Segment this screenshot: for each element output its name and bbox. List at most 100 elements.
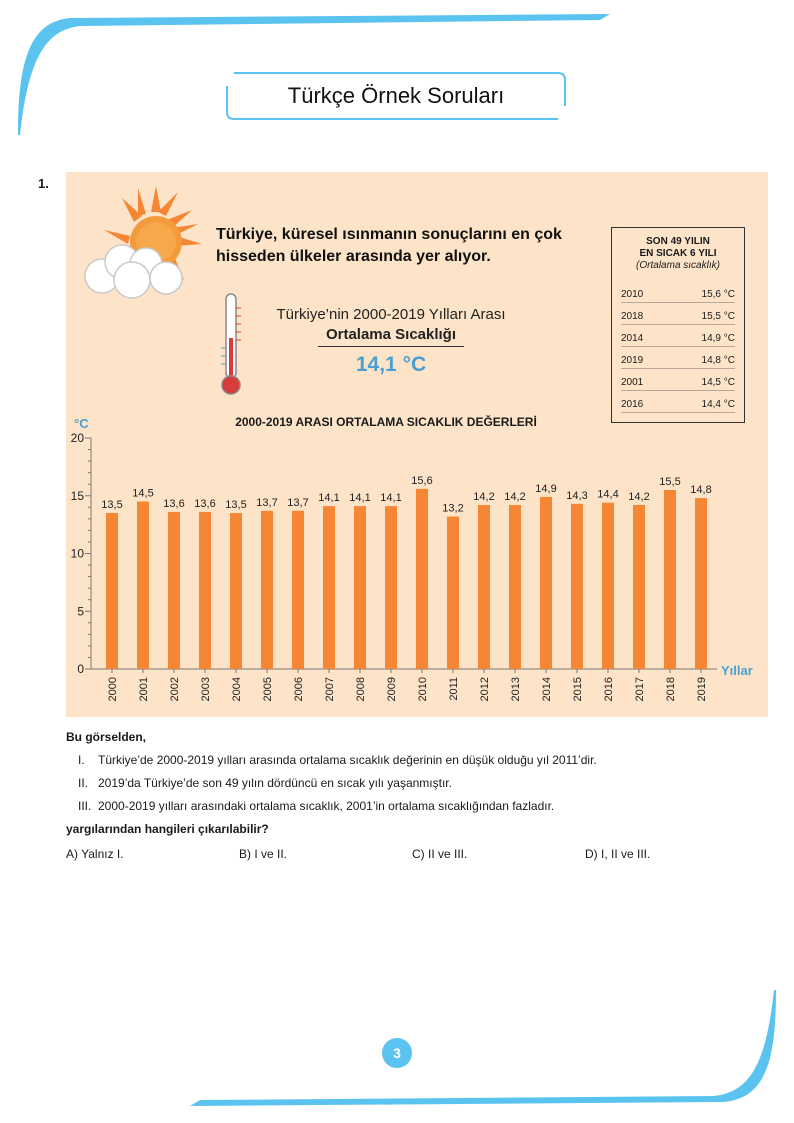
- hottest-year: 2018: [621, 311, 644, 322]
- question-number: 1.: [38, 176, 49, 191]
- bar-value-label: 13,2: [442, 503, 463, 515]
- header-border: [226, 72, 566, 120]
- bar-value-label: 14,5: [132, 488, 153, 500]
- hottest-row: 2014 14,9 °C: [621, 325, 735, 347]
- bar: [695, 498, 707, 669]
- average-value: 14,1 °C: [355, 353, 427, 376]
- hottest-temp: 14,4 °C: [701, 399, 735, 410]
- bar: [230, 513, 242, 669]
- answer-option-c[interactable]: C) II ve III.: [412, 847, 468, 861]
- category-label: 2002: [169, 677, 181, 701]
- bar-value-label: 14,1: [318, 492, 339, 504]
- bar: [385, 506, 397, 669]
- hottest-subtitle: (Ortalama sıcaklık): [636, 260, 720, 271]
- category-label: 2017: [634, 677, 646, 701]
- average-line1: Türkiye’nin 2000-2019 Yılları Arası: [276, 306, 506, 323]
- hottest-years-table: SON 49 YILIN EN SICAK 6 YILI (Ortalama s…: [611, 227, 745, 423]
- hottest-title-line2: EN SICAK 6 YILI: [639, 248, 717, 259]
- y-tick-label: 5: [77, 604, 84, 618]
- hottest-year: 2014: [621, 333, 644, 344]
- thermometer-icon: [221, 293, 241, 395]
- category-label: 2005: [262, 677, 274, 701]
- y-axis-label: °C: [74, 416, 89, 431]
- category-label: 2007: [324, 677, 336, 701]
- bar: [354, 506, 366, 669]
- bar-value-label: 13,7: [287, 497, 308, 509]
- bar: [199, 511, 211, 669]
- question-lead: Bu görselden,: [66, 730, 147, 744]
- category-label: 2001: [138, 677, 150, 701]
- average-temperature: Türkiye’nin 2000-2019 Yılları Arası Orta…: [246, 306, 536, 377]
- bar-value-label: 14,2: [628, 491, 649, 503]
- hottest-row: 2018 15,5 °C: [621, 303, 735, 325]
- bar: [137, 501, 149, 669]
- category-label: 2000: [107, 677, 119, 701]
- bar-value-label: 14,1: [349, 492, 370, 504]
- category-label: 2016: [603, 677, 615, 701]
- bar-value-label: 14,2: [473, 491, 494, 503]
- bar: [540, 496, 552, 669]
- bar-value-label: 13,7: [256, 497, 277, 509]
- statement: II. 2019’da Türkiye’de son 49 yılın dördü…: [78, 776, 766, 790]
- category-label: 2011: [448, 677, 460, 701]
- bar-value-label: 13,5: [225, 499, 246, 511]
- bar-value-label: 14,9: [535, 483, 556, 495]
- statement: I. Türkiye’de 2000-2019 yılları arasında …: [78, 753, 766, 767]
- statement-number: II.: [78, 776, 89, 790]
- y-tick-label: 20: [71, 431, 85, 445]
- hottest-row: 2019 14,8 °C: [621, 347, 735, 369]
- chart-title: 2000-2019 ARASI ORTALAMA SICAKLIK DEĞERL…: [235, 415, 537, 429]
- page-frame-top: [18, 14, 610, 135]
- statement-number: I.: [78, 753, 85, 767]
- question-figure-panel: Türkiye, küresel ısınmanın sonuçlarını e…: [66, 172, 768, 717]
- intro-text: Türkiye, küresel ısınmanın sonuçlarını e…: [216, 226, 562, 265]
- average-line2: Ortalama Sıcaklığı: [325, 326, 457, 343]
- bar: [633, 504, 645, 669]
- statement-text: 2000-2019 yılları arasındaki ortalama sı…: [98, 799, 555, 813]
- x-axis-label: Yıllar: [721, 663, 753, 678]
- question-body: Bu görselden, I. Türkiye’de 2000-2019 yıl…: [66, 730, 766, 861]
- average-divider: [318, 346, 464, 347]
- y-tick-label: 15: [71, 489, 85, 503]
- hottest-temp: 14,5 °C: [701, 377, 735, 388]
- answer-option-a[interactable]: A) Yalnız I.: [66, 847, 124, 861]
- bar: [416, 488, 428, 669]
- answer-option-d[interactable]: D) I, II ve III.: [585, 847, 651, 861]
- page-title: Türkçe Örnek Soruları: [287, 83, 505, 108]
- bar: [664, 489, 676, 669]
- statement-text: Türkiye’de 2000-2019 yılları arasında or…: [98, 753, 597, 767]
- bar-value-label: 15,6: [411, 475, 432, 487]
- page-number: 3: [382, 1038, 412, 1068]
- bar: [292, 510, 304, 669]
- hottest-year: 2019: [621, 355, 644, 366]
- hottest-temp: 15,6 °C: [701, 289, 735, 300]
- hottest-row: 2016 14,4 °C: [621, 391, 735, 413]
- bar-value-label: 13,5: [101, 499, 122, 511]
- statement-number: III.: [78, 799, 92, 813]
- category-label: 2010: [417, 677, 429, 701]
- answer-option-b[interactable]: B) I ve II.: [239, 847, 288, 861]
- bar-value-label: 14,3: [566, 490, 587, 502]
- bar-value-label: 14,8: [690, 484, 711, 496]
- hottest-year: 2001: [621, 377, 644, 388]
- statement: III. 2000-2019 yılları arasındaki ortalam…: [78, 799, 766, 813]
- category-label: 2003: [200, 677, 212, 701]
- hottest-year: 2016: [621, 399, 644, 410]
- bar: [261, 510, 273, 669]
- question-ask: yargılarından hangileri çıkarılabilir?: [66, 822, 269, 836]
- hottest-title-line1: SON 49 YILIN: [646, 236, 710, 247]
- hottest-row: 2001 14,5 °C: [621, 369, 735, 391]
- category-label: 2009: [386, 677, 398, 701]
- bar: [168, 511, 180, 669]
- category-label: 2019: [696, 677, 708, 701]
- y-tick-label: 0: [77, 662, 84, 676]
- bar: [478, 504, 490, 669]
- bar: [447, 516, 459, 669]
- sun-cloud-icon: [84, 186, 202, 299]
- category-label: 2004: [231, 677, 243, 701]
- bar: [509, 504, 521, 669]
- y-tick-label: 10: [71, 547, 85, 561]
- bar-value-label: 15,5: [659, 476, 680, 488]
- bar: [571, 503, 583, 669]
- hottest-year: 2010: [621, 289, 644, 300]
